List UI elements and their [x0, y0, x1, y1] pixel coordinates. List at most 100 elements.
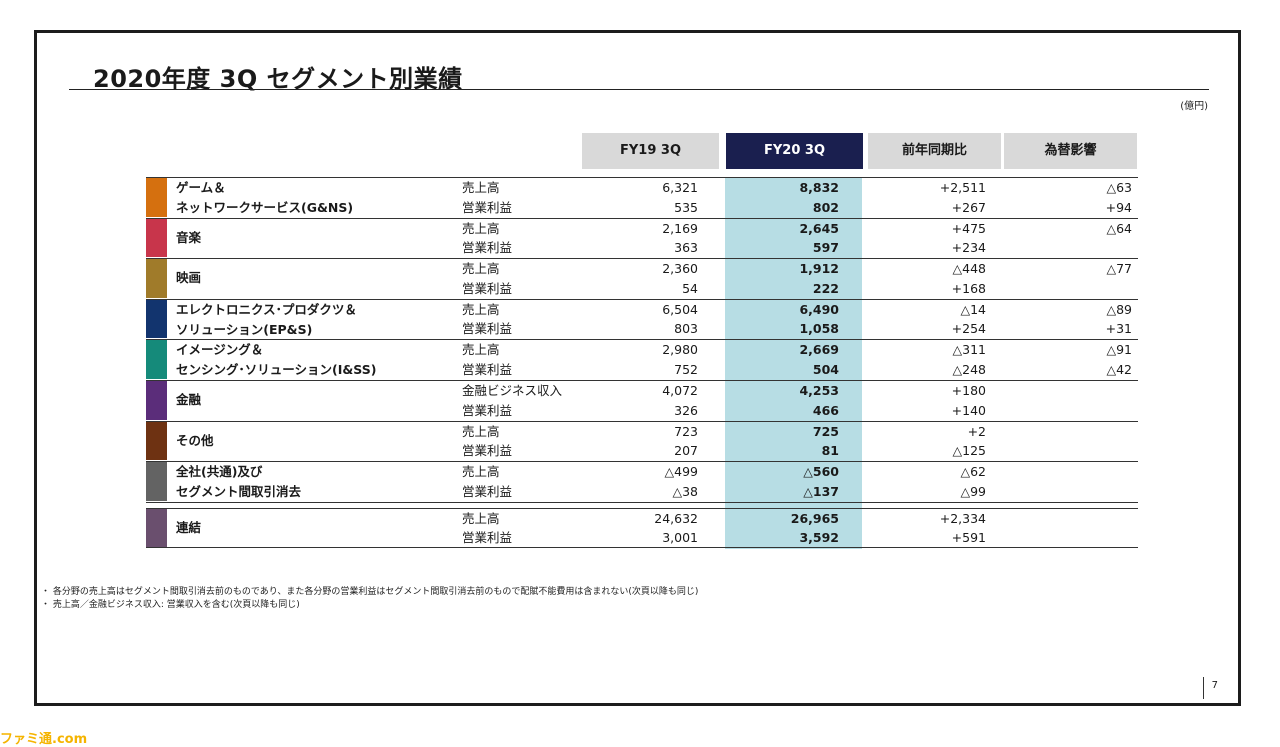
segment-name: イメージング＆ [176, 342, 264, 358]
value-fx: △63 [1106, 180, 1132, 195]
segment-group: イメージング＆ センシング･ソリューション(I&SS) 売上高 2,980 2,669 △… [146, 339, 1138, 380]
value-fy20: 222 [812, 280, 839, 296]
table-row: 売上高 6,504 6,490 △14 △89 [146, 300, 1138, 320]
value-fy19: 803 [674, 321, 698, 337]
table-row: 営業利益 535 802 +267 +94 [146, 198, 1138, 218]
segment-color-bar [146, 508, 167, 548]
col-header-fy20: FY20 3Q [726, 133, 863, 169]
table-row: 営業利益 363 597 +234 [146, 238, 1138, 258]
segment-name: ゲーム＆ [176, 180, 226, 195]
value-fy20: 597 [812, 240, 839, 256]
segment-name: その他 [176, 432, 214, 448]
col-header-fy19: FY19 3Q [582, 133, 719, 169]
metric-label: 売上高 [462, 301, 500, 317]
value-yoy: +2,511 [939, 180, 986, 195]
footnote: ・ 売上高／金融ビジネス収入: 営業収入を含む(次頁以降も同じ) [41, 600, 300, 610]
segment-group: エレクトロニクス･プロダクツ＆ ソリューション(EP&S) 売上高 6,504 6,49… [146, 298, 1138, 340]
value-yoy: +234 [951, 240, 986, 256]
segment-group: 金融 金融ビジネス収入 4,072 4,253 +180 営業利益 326 466 +140 [146, 380, 1138, 421]
value-fy19: 207 [674, 443, 698, 459]
segment-name: ソリューション(EP&S) [176, 321, 313, 337]
value-fy19: △499 [664, 464, 698, 480]
segment-name: 連結 [176, 520, 202, 536]
metric-label: 営業利益 [462, 321, 513, 337]
value-yoy: +2 [967, 423, 986, 439]
table-row: 営業利益 803 1,058 +254 +31 [146, 319, 1138, 339]
value-fy20: 725 [812, 423, 839, 439]
segment-name: 音楽 [176, 229, 202, 245]
title-divider [69, 89, 1209, 90]
value-fy20: 1,912 [799, 261, 839, 277]
value-yoy: +168 [951, 280, 986, 296]
value-fy19: 326 [674, 402, 698, 418]
row-divider [146, 420, 1138, 422]
table-row: 金融ビジネス収入 4,072 4,253 +180 [146, 381, 1138, 401]
value-fy19: 723 [674, 423, 698, 439]
metric-label: 営業利益 [462, 361, 513, 377]
table-row: 営業利益 207 81 △125 [146, 441, 1138, 461]
value-fx: △42 [1106, 361, 1132, 377]
value-yoy: +591 [951, 530, 986, 546]
fy20-column-highlight [725, 178, 862, 549]
segment-group: その他 売上高 723 725 +2 営業利益 207 81 △125 [146, 420, 1138, 462]
value-fx: △91 [1106, 342, 1132, 358]
segment-color-bar [146, 259, 167, 298]
watermark-logo: ファミ通.com [0, 732, 88, 747]
segment-name: 全社(共通)及び [176, 464, 263, 480]
unit-label: (億円) [1180, 101, 1208, 112]
table-row: 売上高 2,980 2,669 △311 △91 [146, 340, 1138, 360]
segment-color-bar [146, 218, 167, 258]
row-divider [146, 258, 1138, 260]
metric-label: 売上高 [462, 261, 500, 277]
value-yoy: △311 [952, 342, 986, 358]
value-fx: +94 [1105, 199, 1132, 215]
segment-group: 音楽 売上高 2,169 2,645 +475 △64 営業利益 363 597 +234 [146, 217, 1138, 259]
value-fy20: 6,490 [799, 301, 839, 317]
row-divider [146, 507, 1138, 509]
value-fy19: 54 [682, 280, 698, 296]
value-yoy: +475 [951, 220, 986, 236]
metric-label: 売上高 [462, 342, 500, 358]
value-fy20: 2,645 [799, 220, 839, 236]
table-row: 売上高 723 725 +2 [146, 422, 1138, 442]
value-fy19: 2,360 [662, 261, 698, 277]
value-fy20: 802 [812, 199, 839, 215]
table-row: 売上高 6,321 8,832 +2,511 △63 [146, 178, 1138, 198]
footnote: ・ 各分野の売上高はセグメント間取引消去前のものであり、また各分野の営業利益はセ… [41, 587, 699, 597]
segment-name: センシング･ソリューション(I&SS) [176, 362, 377, 378]
table-row: 営業利益 △38 △137 △99 [146, 482, 1138, 502]
metric-label: 売上高 [462, 464, 500, 480]
value-fy19: 363 [674, 240, 698, 256]
value-fy19: 535 [674, 199, 698, 215]
value-fy20: 2,669 [799, 342, 839, 358]
table-bottom-rule [146, 547, 1138, 549]
value-yoy: △248 [952, 361, 986, 377]
value-fy19: 6,504 [662, 301, 698, 317]
value-yoy: △62 [960, 464, 986, 480]
value-fy20: 466 [812, 402, 839, 418]
segment-name: ネットワークサービス(G&NS) [176, 200, 354, 215]
segment-group: ゲーム＆ ネットワークサービス(G&NS) 売上高 6,321 8,832 +2,511 △… [146, 177, 1138, 218]
value-yoy: △125 [952, 443, 986, 459]
value-fy19: △38 [672, 483, 698, 499]
value-yoy: +2,334 [939, 510, 986, 526]
metric-label: 営業利益 [462, 483, 513, 499]
row-divider [146, 461, 1138, 463]
table-row: 営業利益 752 504 △248 △42 [146, 360, 1138, 380]
metric-label: 営業利益 [462, 240, 513, 256]
value-yoy: △448 [952, 261, 986, 277]
value-fy20: 504 [812, 361, 839, 377]
metric-label: 売上高 [462, 423, 500, 439]
row-divider [146, 217, 1138, 219]
metric-label: 営業利益 [462, 280, 513, 296]
segment-color-bar [146, 340, 167, 379]
table-row: 営業利益 54 222 +168 [146, 279, 1138, 299]
value-yoy: △14 [960, 301, 986, 317]
value-fx: △77 [1106, 261, 1132, 277]
col-header-fx: 為替影響 [1004, 133, 1137, 169]
value-fx: △89 [1106, 301, 1132, 317]
row-divider [146, 177, 1138, 178]
row-divider [146, 298, 1138, 300]
metric-label: 営業利益 [462, 530, 513, 546]
metric-label: 営業利益 [462, 443, 513, 459]
